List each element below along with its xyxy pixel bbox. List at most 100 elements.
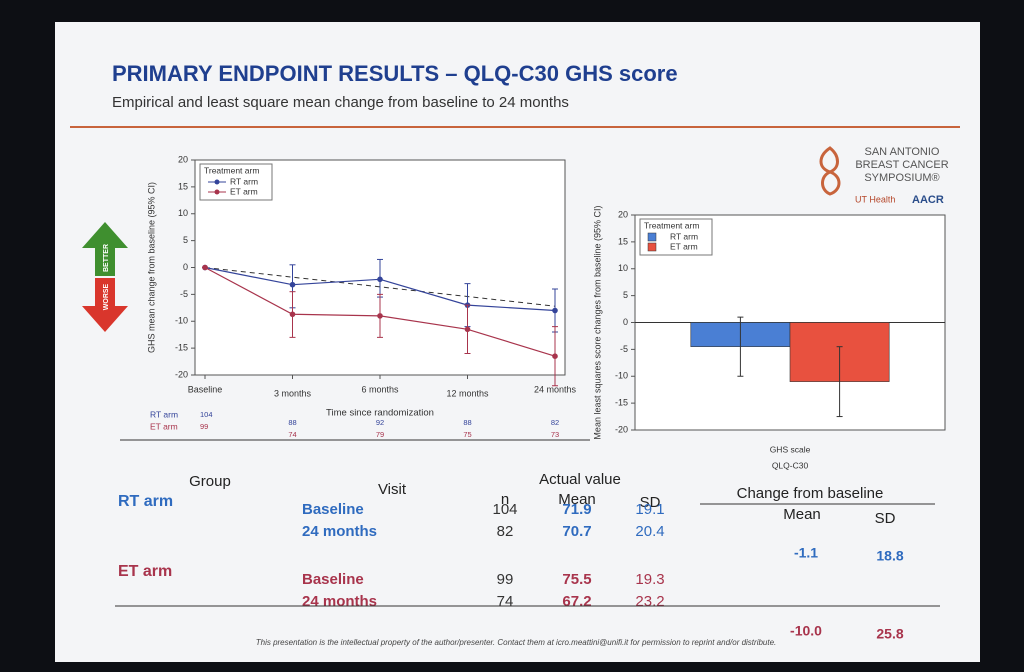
visit-label: Baseline — [302, 571, 364, 588]
cell: 19.1 — [635, 501, 664, 518]
cell: 70.7 — [562, 523, 591, 540]
x-tick-label: 6 months — [361, 384, 399, 394]
x-axis-label: Time since randomization — [326, 408, 434, 419]
legend-swatch — [214, 189, 220, 195]
data-point — [377, 276, 383, 283]
dashed-line — [204, 267, 556, 307]
slide-subtitle: Empirical and least square mean change f… — [112, 94, 569, 111]
y-tick-label: 5 — [623, 290, 628, 300]
x-tick-label: GHS scale — [770, 444, 811, 454]
y-tick-label: -5 — [620, 344, 628, 354]
cell: 25.8 — [876, 626, 903, 642]
cell: 82 — [497, 523, 514, 540]
y-tick-label: -20 — [615, 424, 628, 434]
y-tick-label: 0 — [183, 262, 188, 272]
legend-label: RT arm — [230, 176, 258, 186]
x-tick-label: Baseline — [188, 384, 223, 394]
visit-label: Baseline — [302, 501, 364, 518]
at-risk-count: 75 — [463, 430, 471, 439]
at-risk-count: 99 — [200, 422, 208, 431]
at-risk-count: 104 — [200, 410, 213, 419]
at-risk-count: 73 — [551, 430, 559, 439]
legend-swatch — [647, 232, 657, 242]
logo-mark — [819, 146, 841, 196]
data-point — [202, 264, 208, 271]
x-tick-label: 3 months — [274, 388, 312, 398]
logo-text: SAN ANTONIO — [865, 146, 940, 158]
legend-title: Treatment arm — [644, 220, 699, 230]
visit-label: 24 months — [302, 593, 377, 610]
y-tick-label: -15 — [175, 343, 188, 353]
cell: -1.1 — [794, 545, 818, 561]
cell: 23.2 — [635, 593, 664, 610]
y-tick-label: -15 — [615, 398, 628, 408]
y-axis-label: GHS mean change from baseline (95% CI) — [146, 182, 156, 353]
group-label: RT arm — [118, 493, 173, 510]
table-header: n — [501, 491, 509, 508]
y-tick-label: 20 — [178, 154, 188, 164]
legend-title: Treatment arm — [204, 165, 259, 175]
arrow-down — [82, 278, 128, 332]
logo-text: SYMPOSIUM® — [864, 172, 939, 184]
cell: -10.0 — [790, 623, 822, 639]
y-tick-label: 10 — [618, 263, 628, 273]
table-header: SD — [640, 494, 661, 511]
partner-logo: AACR — [912, 194, 944, 206]
y-tick-label: 0 — [623, 317, 628, 327]
cell: 99 — [497, 571, 514, 588]
y-tick-label: 10 — [178, 208, 188, 218]
table-header: Actual value — [539, 471, 621, 488]
cell: 71.9 — [562, 501, 591, 518]
table-header: Group — [189, 473, 231, 490]
visit-label: 24 months — [302, 523, 377, 540]
cell: 104 — [492, 501, 517, 518]
at-risk-label: RT arm — [150, 409, 178, 419]
cell: 67.2 — [562, 593, 591, 610]
footer: This presentation is the intellectual pr… — [256, 638, 777, 647]
cell: 74 — [497, 593, 514, 610]
data-point — [464, 326, 471, 333]
cell: 18.8 — [876, 548, 903, 564]
at-risk-label: ET arm — [150, 421, 178, 431]
table-header: SD — [875, 510, 896, 527]
data-point — [289, 311, 296, 318]
legend-label: ET arm — [230, 186, 258, 196]
y-tick-label: -5 — [180, 289, 188, 299]
at-risk-count: 88 — [288, 418, 296, 427]
y-tick-label: 15 — [178, 181, 188, 191]
y-tick-label: -20 — [175, 369, 188, 379]
data-point — [552, 307, 558, 314]
data-point — [289, 281, 296, 288]
group-label: ET arm — [118, 563, 172, 580]
slide-title: PRIMARY ENDPOINT RESULTS – QLQ-C30 GHS s… — [112, 61, 678, 86]
at-risk-count: 82 — [551, 418, 559, 427]
data-point — [552, 353, 558, 359]
logo-text: BREAST CANCER — [855, 159, 948, 171]
cell: 19.3 — [635, 571, 664, 588]
x-tick-label: 24 months — [534, 384, 577, 394]
arrow-up — [82, 222, 128, 276]
legend-swatch — [214, 179, 220, 185]
arrow-label: WORSE — [103, 283, 110, 310]
y-axis-label: Mean least squares score changes from ba… — [592, 205, 602, 439]
legend-label: ET arm — [670, 241, 698, 251]
at-risk-count: 74 — [288, 430, 296, 439]
at-risk-count: 92 — [376, 418, 384, 427]
legend-label: RT arm — [670, 231, 698, 241]
table-header: Visit — [378, 481, 407, 498]
cell: 75.5 — [562, 571, 591, 588]
data-point — [377, 313, 383, 319]
table-header: Mean — [783, 506, 821, 523]
y-tick-label: -10 — [175, 316, 188, 326]
legend-swatch — [647, 242, 657, 252]
table-header: Mean — [558, 491, 596, 508]
y-tick-label: 5 — [183, 235, 188, 245]
at-risk-count: 79 — [376, 430, 384, 439]
y-tick-label: -10 — [615, 371, 628, 381]
cell: 20.4 — [635, 523, 664, 540]
table-header: Change from baseline — [737, 485, 884, 502]
arrow-label: BETTER — [103, 244, 110, 272]
y-tick-label: 15 — [618, 236, 628, 246]
